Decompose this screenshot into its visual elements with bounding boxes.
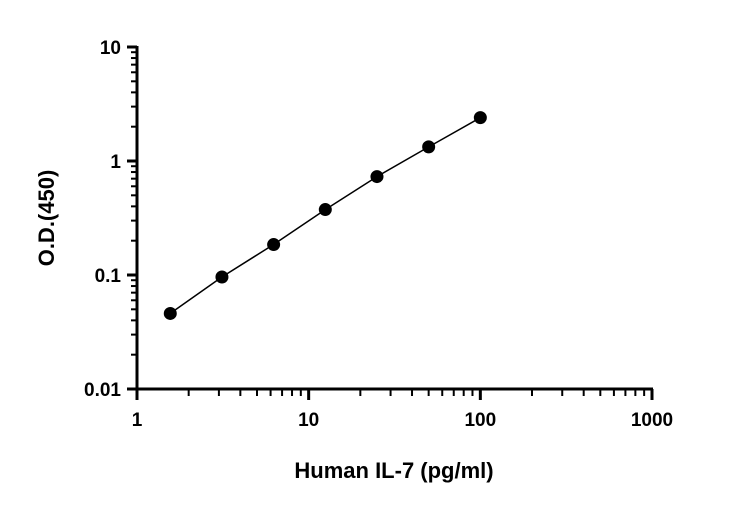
x-tick-label: 100 bbox=[464, 410, 496, 431]
data-point bbox=[370, 170, 384, 184]
y-axis-title: O.D.(450) bbox=[34, 170, 59, 267]
data-point bbox=[422, 140, 436, 154]
data-point bbox=[318, 203, 332, 217]
x-tick-label: 1000 bbox=[631, 410, 673, 431]
x-axis: 1 10 100 1000 bbox=[132, 387, 673, 431]
data-point bbox=[267, 238, 281, 252]
x-axis-title: Human IL-7 (pg/ml) bbox=[294, 458, 493, 483]
data-point bbox=[473, 111, 487, 125]
y-axis: 0.01 0.1 1 10 bbox=[84, 38, 139, 401]
y-tick-label: 0.01 bbox=[84, 380, 121, 401]
x-tick-label: 10 bbox=[298, 410, 319, 431]
data-point bbox=[163, 306, 177, 320]
x-tick-label: 1 bbox=[132, 410, 143, 431]
plot-area bbox=[163, 111, 487, 320]
data-point bbox=[215, 270, 229, 284]
y-tick-label: 10 bbox=[100, 38, 121, 59]
y-tick-label: 0.1 bbox=[95, 266, 122, 287]
y-tick-label: 1 bbox=[110, 152, 121, 173]
